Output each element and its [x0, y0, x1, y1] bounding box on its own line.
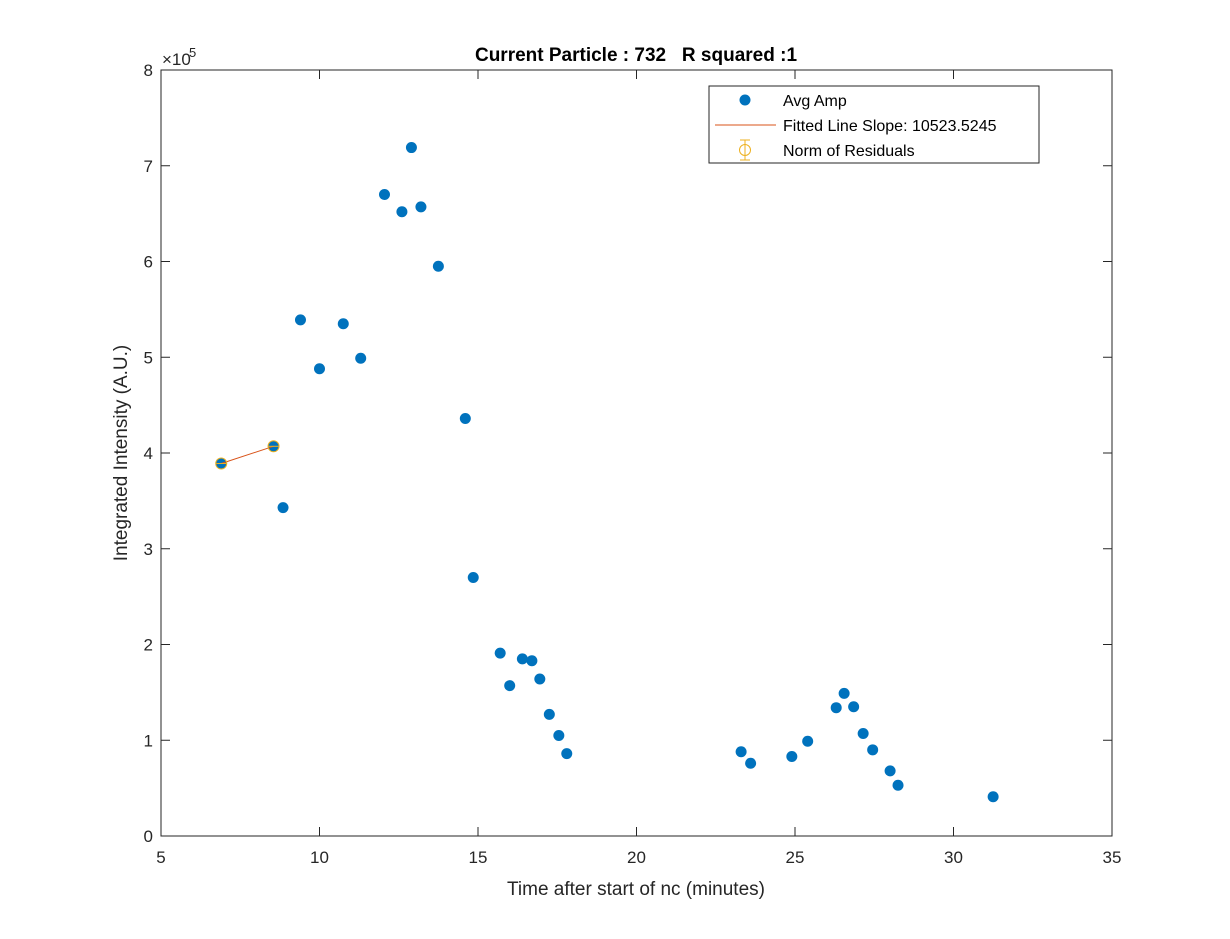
- avg-amp-point: [884, 765, 896, 777]
- avg-amp-point: [534, 673, 546, 685]
- y-tick-label: 0: [144, 827, 153, 846]
- avg-amp-point: [802, 735, 814, 747]
- avg-amp-point: [561, 748, 573, 760]
- legend-marker-avg-amp: [739, 94, 751, 106]
- y-tick-label: 2: [144, 636, 153, 655]
- avg-amp-point: [378, 188, 390, 200]
- y-exponent-power: 5: [189, 45, 196, 60]
- x-tick-label: 30: [944, 848, 963, 867]
- axes-box: [160, 69, 1113, 837]
- plot-area: [160, 69, 1113, 837]
- avg-amp-point: [838, 687, 850, 699]
- y-exponent: ×10 5: [162, 45, 196, 69]
- avg-amp-point: [432, 260, 444, 272]
- avg-amp-point: [337, 318, 349, 330]
- y-ticks: 0 1 2 3 4 5 6 7 8: [144, 61, 1112, 846]
- avg-amp-point: [745, 757, 757, 769]
- legend: Avg Amp Fitted Line Slope: 10523.5245 No…: [708, 85, 1040, 164]
- legend-label-fitted-line: Fitted Line Slope: 10523.5245: [783, 118, 997, 135]
- avg-amp-point: [867, 744, 879, 756]
- x-tick-label: 15: [469, 848, 488, 867]
- avg-amp-point: [405, 142, 417, 154]
- series-layer: [215, 142, 999, 803]
- x-tick-label: 5: [156, 848, 165, 867]
- y-tick-label: 7: [144, 157, 153, 176]
- avg-amp-point: [735, 746, 747, 758]
- legend-label-residuals: Norm of Residuals: [783, 143, 915, 160]
- residual-marker: [215, 457, 228, 470]
- y-tick-label: 4: [144, 444, 153, 463]
- avg-amp-point: [516, 653, 528, 665]
- avg-amp-point: [848, 701, 860, 713]
- avg-amp-point: [892, 779, 904, 791]
- x-tick-label: 25: [786, 848, 805, 867]
- avg-amp-point: [504, 680, 516, 692]
- avg-amp-point: [526, 655, 538, 667]
- y-tick-label: 5: [144, 348, 153, 367]
- chart-title: Current Particle : 732 R squared :1: [475, 45, 797, 66]
- y-tick-label: 6: [144, 253, 153, 272]
- avg-amp-point: [277, 502, 289, 514]
- y-axis-label: Integrated Intensity (A.U.): [111, 345, 132, 562]
- avg-amp-point: [294, 314, 306, 326]
- residual-marker: [267, 440, 280, 453]
- avg-amp-point: [314, 363, 325, 375]
- avg-amp-point: [415, 201, 427, 213]
- legend-marker-residuals: [739, 139, 751, 161]
- avg-amp-point: [786, 751, 798, 763]
- y-tick-label: 3: [144, 540, 153, 559]
- legend-label-avg-amp: Avg Amp: [783, 93, 847, 110]
- avg-amp-point: [467, 571, 479, 583]
- avg-amp-point: [543, 708, 555, 720]
- x-tick-label: 20: [627, 848, 646, 867]
- fitted-line: [221, 445, 274, 465]
- avg-amp-point: [355, 352, 367, 364]
- x-ticks: 5 10 15 20 25 30 35: [156, 70, 1121, 867]
- x-axis-label: Time after start of nc (minutes): [507, 879, 765, 900]
- y-exponent-base: ×10: [162, 50, 191, 69]
- y-tick-label: 1: [144, 731, 153, 750]
- avg-amp-point: [396, 206, 408, 218]
- y-tick-label: 8: [144, 61, 153, 80]
- x-tick-label: 10: [310, 848, 329, 867]
- x-tick-label: 35: [1103, 848, 1122, 867]
- avg-amp-point: [987, 791, 999, 803]
- avg-amp-point: [459, 413, 471, 425]
- avg-amp-point: [857, 728, 869, 740]
- avg-amp-point: [830, 702, 842, 714]
- avg-amp-point: [494, 647, 506, 659]
- avg-amp-point: [553, 729, 565, 741]
